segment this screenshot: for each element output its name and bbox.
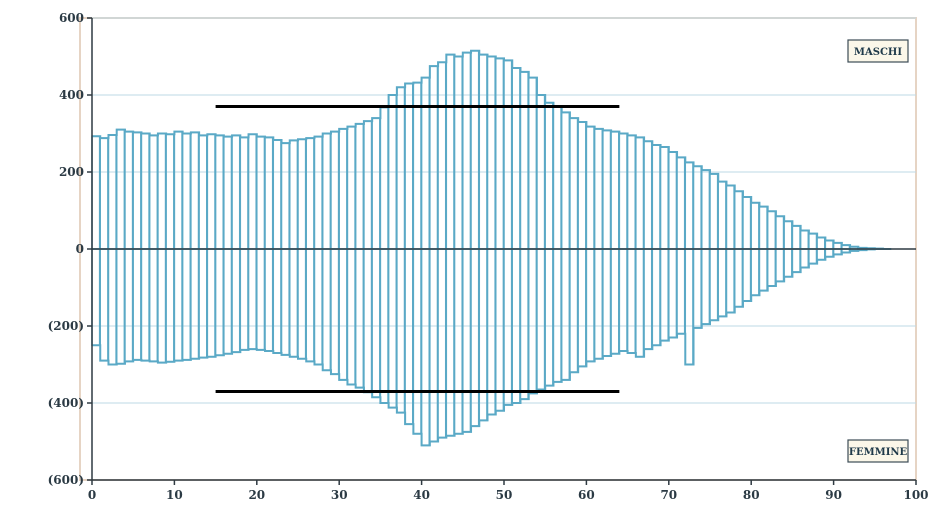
- x-tick-label: 10: [166, 488, 183, 502]
- legend-group: MASCHI FEMMINE: [847, 39, 909, 463]
- x-tick-label: 20: [248, 488, 265, 502]
- y-tick-label: (200): [48, 319, 84, 333]
- y-tick-label: (400): [48, 396, 84, 410]
- x-tick-label: 90: [825, 488, 842, 502]
- y-tick-label: 0: [76, 242, 84, 256]
- reference-lines-group: [215, 105, 620, 393]
- x-tick-label: 30: [331, 488, 348, 502]
- x-tick-label: 60: [578, 488, 595, 502]
- x-tick-label: 100: [903, 488, 928, 502]
- x-tick-label: 0: [88, 488, 96, 502]
- y-tick-label: 200: [59, 165, 84, 179]
- y-tick-label: 400: [59, 88, 84, 102]
- series-outline-group: [92, 49, 892, 447]
- legend-label-femmine: FEMMINE: [849, 447, 908, 458]
- legend-label-maschi: MASCHI: [854, 47, 902, 58]
- axes-group: 600 400 200 0 (200) (400) (600) 0 10 20 30 40 50 60 70…: [48, 11, 929, 502]
- series-line-maschi: [92, 49, 892, 250]
- x-tick-label: 70: [660, 488, 677, 502]
- x-tick-label: 50: [496, 488, 513, 502]
- legend-box: [847, 439, 909, 463]
- x-tick-label: 80: [743, 488, 760, 502]
- x-tick-label: 40: [413, 488, 430, 502]
- y-tick-label: 600: [59, 11, 84, 25]
- series-line-femmine: [92, 248, 884, 447]
- legend-box: [847, 39, 909, 63]
- y-tick-label: (600): [48, 473, 84, 487]
